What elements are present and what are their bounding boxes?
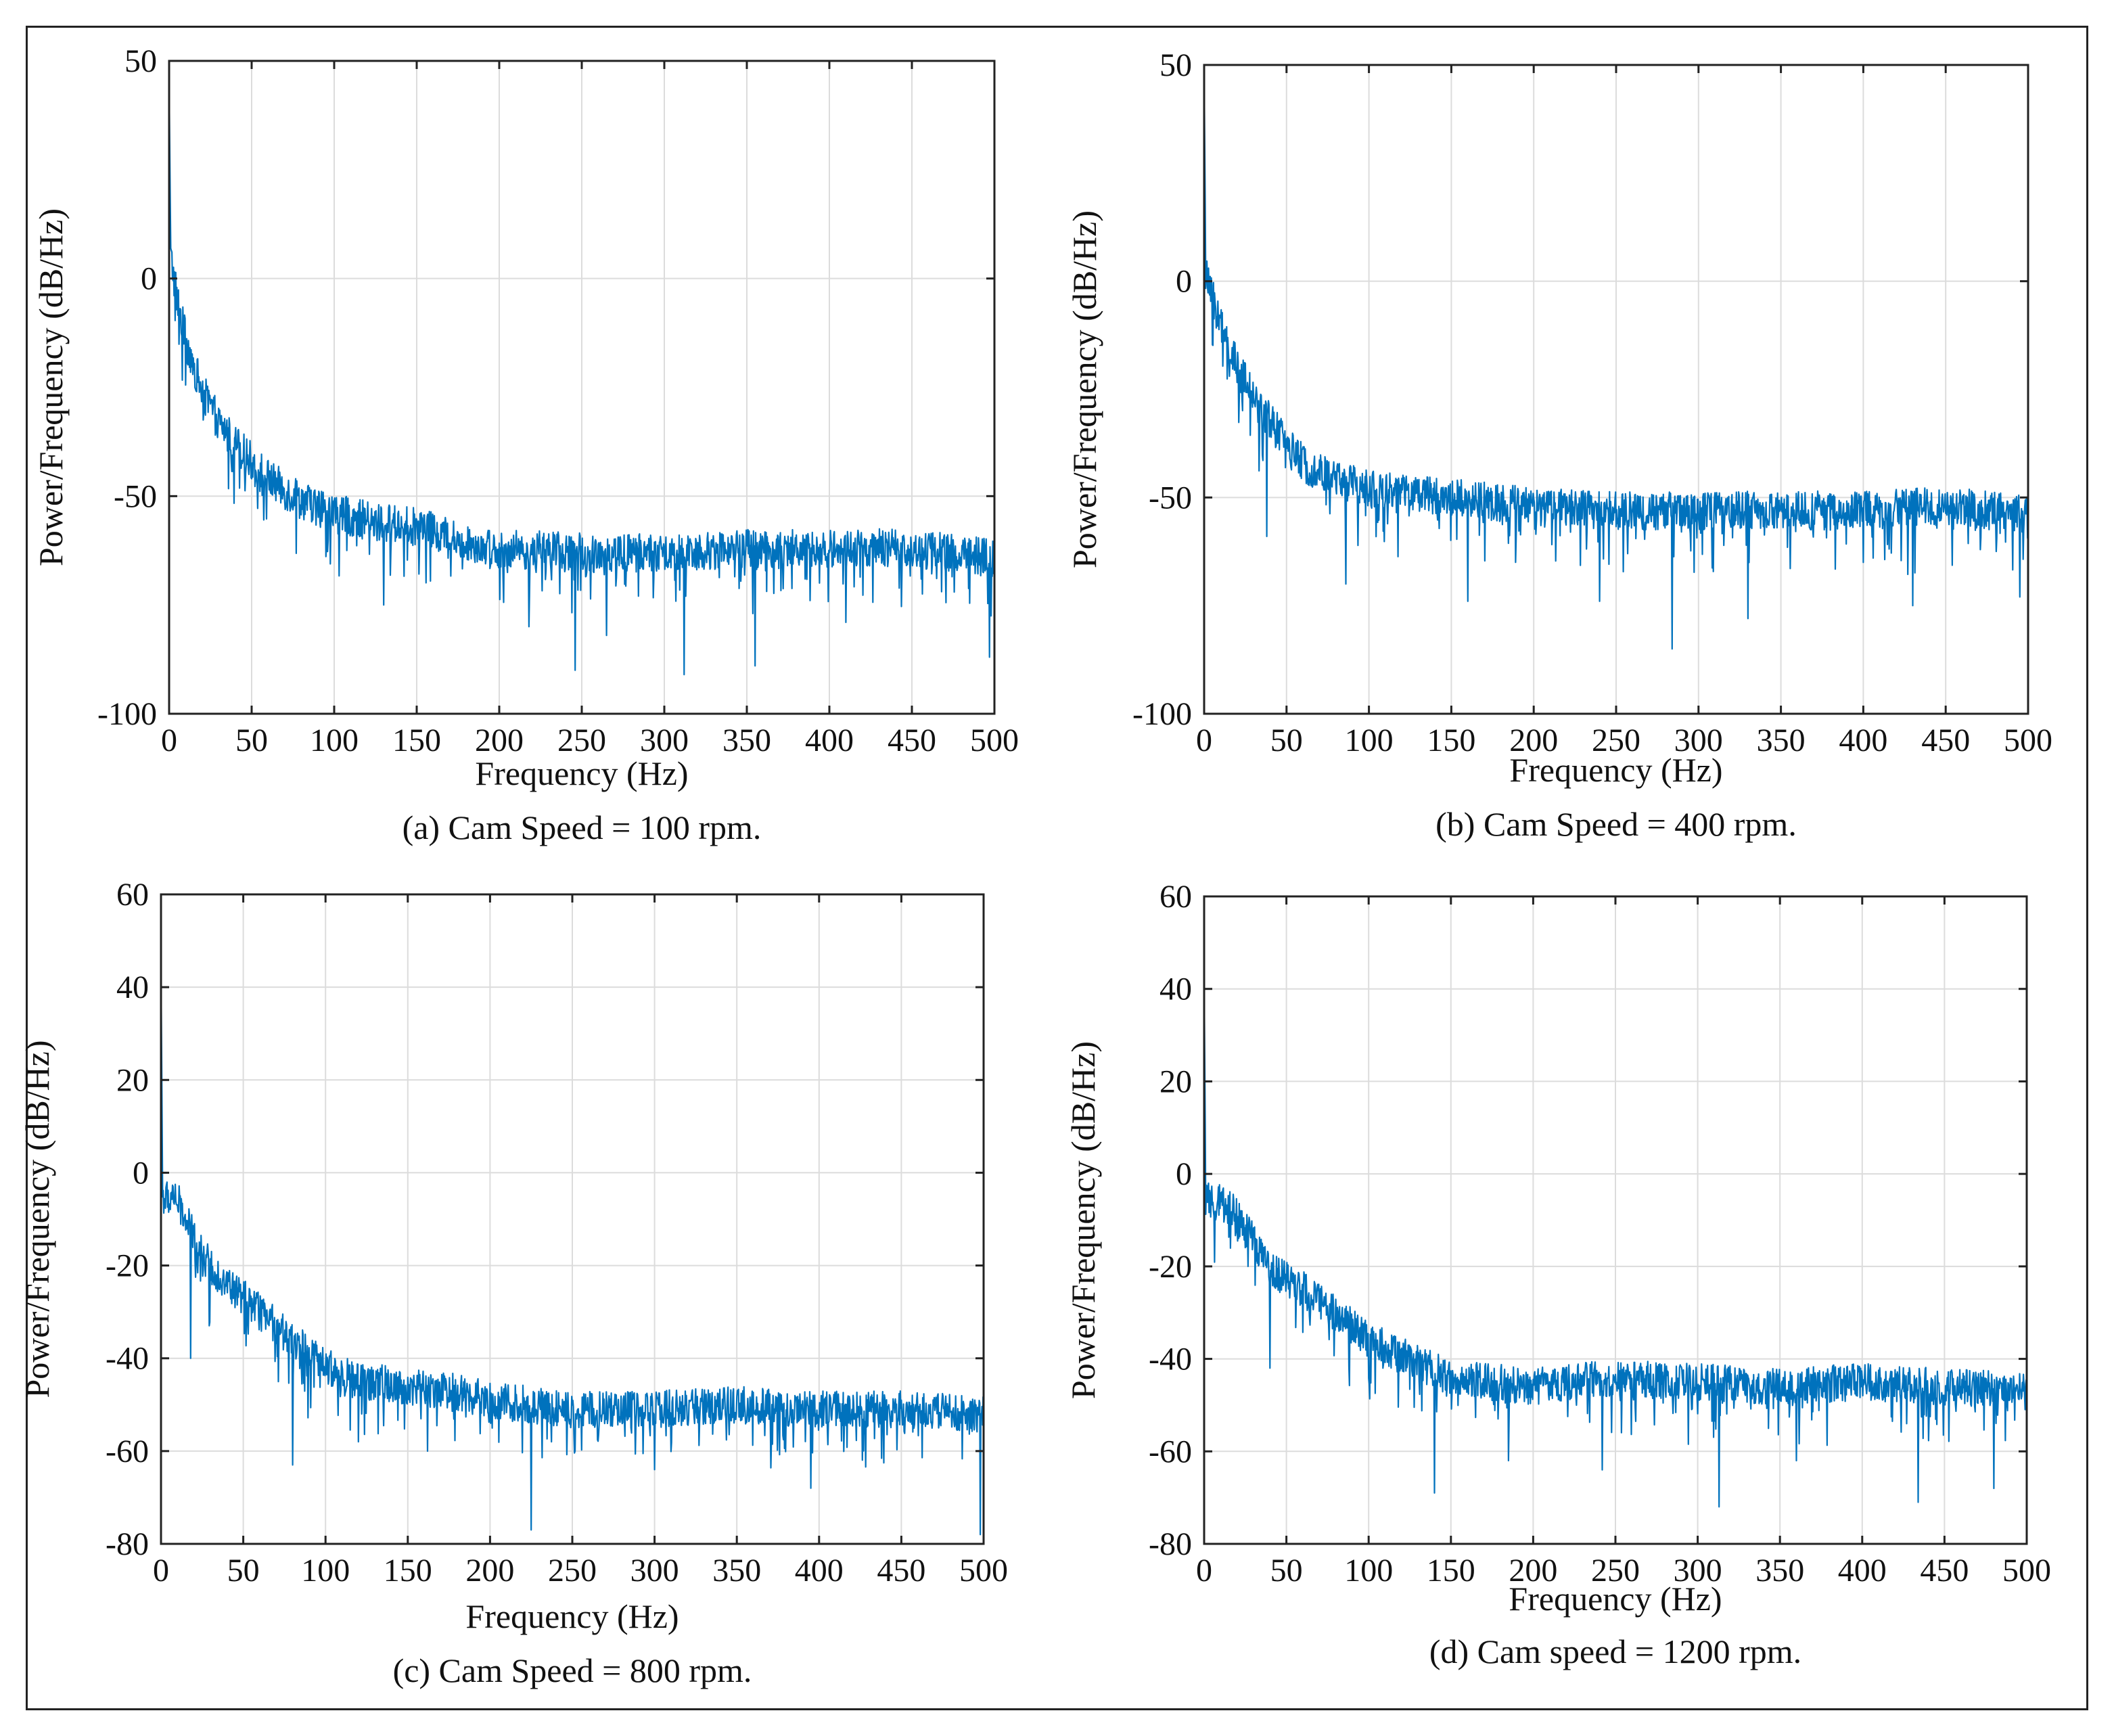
- figure-frame: [26, 26, 2088, 1710]
- x-axis-label: Frequency (Hz): [1509, 751, 1722, 789]
- y-tick-label: -40: [1149, 1342, 1192, 1377]
- x-axis-label: Frequency (Hz): [1509, 1580, 1722, 1618]
- y-tick-label: -20: [1149, 1249, 1192, 1285]
- y-tick-label: 40: [116, 969, 149, 1005]
- panel-caption: (a) Cam Speed = 100 rpm.: [403, 808, 762, 846]
- x-tick-label: 500: [970, 723, 1019, 758]
- panel-caption: (d) Cam speed = 1200 rpm.: [1429, 1632, 1801, 1670]
- y-tick-label: 0: [1176, 1156, 1192, 1192]
- panel-c: 0 50 100 150 200 250 300 350 400 450 500-80-60-40-…: [18, 877, 1008, 1689]
- y-tick-label: -20: [106, 1248, 149, 1284]
- x-tick-label: 150: [1427, 1553, 1475, 1589]
- panel-b: 0 50 100 150 200 250 300 350 400 450 500 -100 -50 0 50…: [1065, 47, 2052, 843]
- x-tick-label: 0: [153, 1553, 169, 1589]
- y-axis-label: Power/Frequency (dB/Hz): [1065, 210, 1103, 568]
- y-tick-label: 50: [124, 43, 157, 79]
- y-tick-label: 60: [116, 877, 149, 913]
- y-tick-label: -60: [1149, 1434, 1192, 1469]
- x-tick-label: 50: [235, 723, 268, 758]
- x-tick-label: 350: [712, 1553, 761, 1589]
- y-tick-label: -40: [106, 1341, 149, 1377]
- y-axis-label: Power/Frequency (dB/Hz): [1064, 1041, 1102, 1399]
- x-tick-label: 400: [795, 1553, 844, 1589]
- panel-caption: (c) Cam Speed = 800 rpm.: [393, 1651, 752, 1689]
- y-tick-label: -50: [1149, 480, 1192, 516]
- y-tick-label: -80: [106, 1526, 149, 1562]
- y-tick-label: 60: [1159, 879, 1192, 915]
- x-tick-label: 200: [1509, 1553, 1557, 1589]
- x-tick-label: 400: [1839, 723, 1887, 758]
- x-tick-label: 450: [1920, 1553, 1969, 1589]
- y-tick-label: -50: [114, 478, 157, 514]
- psd-series-line: [160, 968, 985, 1536]
- panel-caption: (b) Cam Speed = 400 rpm.: [1435, 805, 1797, 843]
- x-tick-label: 350: [1755, 1553, 1804, 1589]
- y-tick-label: -100: [97, 696, 157, 732]
- x-tick-label: 350: [722, 723, 771, 758]
- x-axis-label: Frequency (Hz): [465, 1597, 679, 1635]
- x-tick-label: 500: [2004, 723, 2052, 758]
- y-tick-label: 0: [1176, 264, 1192, 300]
- x-tick-label: 350: [1757, 723, 1806, 758]
- y-tick-label: 20: [116, 1062, 149, 1098]
- psd-series-line: [1203, 979, 2028, 1508]
- x-tick-label: 200: [1509, 723, 1558, 758]
- x-tick-label: 0: [1196, 723, 1212, 758]
- x-tick-label: 250: [557, 723, 606, 758]
- psd-series-line: [168, 83, 996, 676]
- x-tick-label: 50: [1270, 723, 1303, 758]
- x-tick-label: 150: [1427, 723, 1475, 758]
- x-tick-label: 50: [1270, 1553, 1303, 1589]
- x-tick-label: 450: [888, 723, 936, 758]
- x-tick-label: 400: [1838, 1553, 1887, 1589]
- x-tick-label: 450: [1921, 723, 1970, 758]
- y-tick-label: 50: [1159, 47, 1192, 83]
- x-tick-label: 200: [465, 1553, 514, 1589]
- x-tick-label: 300: [630, 1553, 679, 1589]
- x-tick-label: 300: [1674, 1553, 1722, 1589]
- y-tick-label: 0: [141, 261, 157, 297]
- x-tick-label: 50: [227, 1553, 260, 1589]
- y-tick-label: 20: [1159, 1064, 1192, 1099]
- x-tick-label: 500: [2002, 1553, 2051, 1589]
- y-axis-label: Power/Frequency (dB/Hz): [18, 1040, 56, 1398]
- x-tick-label: 250: [1592, 723, 1640, 758]
- y-tick-label: -60: [106, 1434, 149, 1469]
- x-tick-label: 450: [877, 1553, 925, 1589]
- y-tick-label: 0: [133, 1155, 149, 1191]
- x-tick-label: 100: [1345, 723, 1394, 758]
- x-tick-label: 300: [640, 723, 689, 758]
- x-tick-label: 250: [1591, 1553, 1640, 1589]
- x-tick-label: 500: [959, 1553, 1008, 1589]
- x-tick-label: 100: [310, 723, 359, 758]
- y-axis-label: Power/Frequency (dB/Hz): [32, 208, 70, 566]
- y-tick-label: 40: [1159, 972, 1192, 1007]
- x-tick-label: 0: [161, 723, 177, 758]
- x-tick-label: 200: [475, 723, 524, 758]
- x-axis-label: Frequency (Hz): [475, 754, 688, 792]
- x-tick-label: 100: [1344, 1553, 1393, 1589]
- panel-a: 0 50 100 150 200 250 300 350 400 450 500 -100 -50 0 50…: [32, 43, 1019, 846]
- psd-series-line: [1203, 73, 2029, 650]
- x-tick-label: 250: [548, 1553, 597, 1589]
- y-tick-label: -100: [1132, 696, 1192, 732]
- x-tick-label: 150: [384, 1553, 432, 1589]
- x-tick-label: 400: [805, 723, 854, 758]
- panel-d: 0 50 100 150 200 250 300 350 400 450 500-80-60-40-…: [1064, 879, 2051, 1670]
- x-tick-label: 100: [301, 1553, 350, 1589]
- x-tick-label: 0: [1196, 1553, 1212, 1589]
- y-tick-label: -80: [1149, 1526, 1192, 1562]
- x-tick-label: 300: [1674, 723, 1723, 758]
- x-tick-label: 150: [392, 723, 441, 758]
